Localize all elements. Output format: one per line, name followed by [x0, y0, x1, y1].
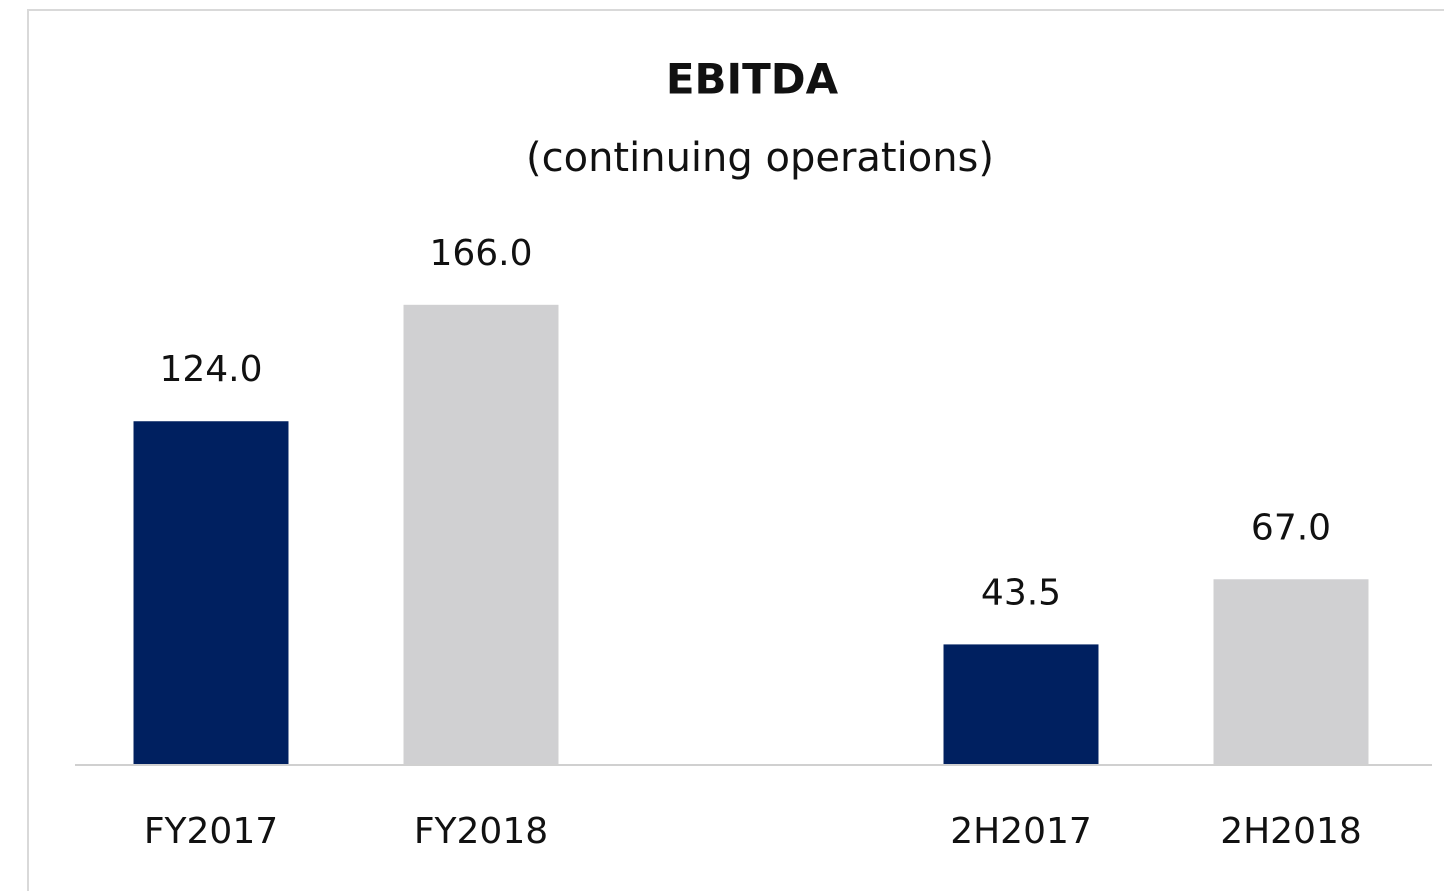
value-label: 43.5 — [981, 572, 1061, 613]
value-label: 67.0 — [1251, 507, 1331, 548]
bar — [943, 644, 1099, 765]
bar — [403, 304, 559, 765]
chart-subtitle: (continuing operations) — [526, 135, 994, 181]
value-label: 124.0 — [159, 349, 262, 390]
x-tick-label: FY2017 — [144, 811, 278, 852]
bar — [1213, 579, 1369, 765]
value-label: 166.0 — [429, 233, 532, 274]
x-tick-label: FY2018 — [414, 811, 548, 852]
chart-title: EBITDA — [666, 55, 839, 104]
x-tick-label: 2H2017 — [950, 811, 1092, 852]
frame — [27, 9, 1444, 891]
x-tick-label: 2H2018 — [1220, 811, 1362, 852]
bar — [133, 421, 289, 765]
